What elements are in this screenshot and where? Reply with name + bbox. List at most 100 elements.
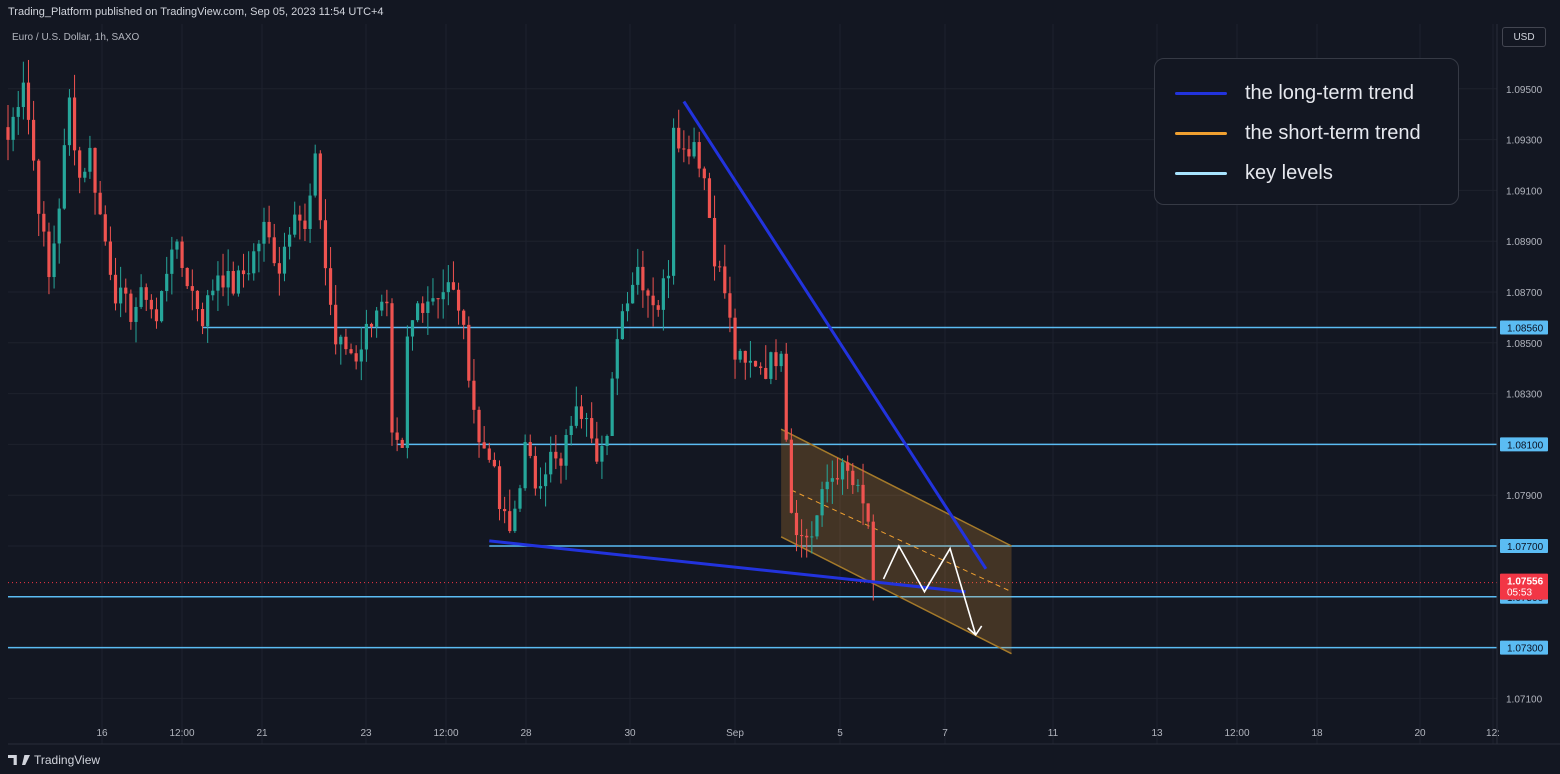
long-term-trend-line xyxy=(489,539,966,594)
key-level-badge xyxy=(1500,320,1548,335)
candle-body xyxy=(518,488,522,509)
price-axis: 1.07100 1.07900 1.08300 1.08500 1.08700 1.089… xyxy=(1496,24,1548,744)
candle-body xyxy=(835,478,840,480)
candle-body xyxy=(395,432,399,440)
candle-body xyxy=(52,243,56,278)
candle-body xyxy=(651,295,655,306)
candle-body xyxy=(323,220,328,269)
footer: TradingView xyxy=(0,746,1560,774)
key-level-badge-label: 1.08100 xyxy=(1507,440,1544,451)
price-tick-label: 1.08500 xyxy=(1506,339,1543,350)
channel-lower-line xyxy=(780,536,1012,655)
time-tick-label: 18 xyxy=(1311,728,1323,739)
candle-body xyxy=(600,445,604,462)
candle-body xyxy=(241,270,246,275)
candle-body xyxy=(400,439,404,448)
candle-body xyxy=(605,435,609,446)
candle-body xyxy=(303,220,307,229)
candle-body xyxy=(149,299,153,310)
candle-body xyxy=(93,147,97,193)
candle-body xyxy=(712,217,717,267)
candle-body xyxy=(180,241,184,268)
candle-body xyxy=(610,378,614,436)
candle-body xyxy=(247,273,251,275)
channel-fill xyxy=(781,429,1012,654)
candle-body xyxy=(16,107,20,117)
candle-body xyxy=(262,221,266,244)
candle-body xyxy=(231,271,235,294)
candle-body xyxy=(503,509,507,512)
short-term-channel xyxy=(780,428,1012,655)
candle-body xyxy=(718,266,722,268)
candle-body xyxy=(753,360,758,367)
candle-body xyxy=(738,350,742,360)
candle-body xyxy=(134,306,138,322)
long-term-trend xyxy=(489,100,988,637)
candle-body xyxy=(139,287,143,307)
key-level-badge-label: 1.08560 xyxy=(1507,324,1544,335)
candle-body xyxy=(564,435,568,466)
projection-path xyxy=(882,544,977,636)
candles xyxy=(6,59,875,601)
candle-body xyxy=(528,442,532,456)
price-tick-label: 1.07100 xyxy=(1506,694,1543,705)
candle-body xyxy=(569,425,573,436)
price-tick-label: 1.09500 xyxy=(1506,85,1543,96)
candle-body xyxy=(784,353,788,440)
legend-label-long-term: the long-term trend xyxy=(1245,82,1414,104)
candle-body xyxy=(672,127,676,276)
candle-body xyxy=(62,145,66,209)
candle-body xyxy=(574,406,578,426)
candle-body xyxy=(11,116,15,140)
candle-body xyxy=(410,320,415,337)
candle-body xyxy=(160,291,164,322)
time-tick-label: 11 xyxy=(1048,728,1059,739)
candle-body xyxy=(559,458,563,466)
candle-body xyxy=(282,246,287,274)
candle-body xyxy=(456,289,461,311)
time-tick-label: Sep xyxy=(726,728,744,739)
publish-text: Trading_Platform published on TradingVie… xyxy=(8,6,384,18)
candle-body xyxy=(318,153,322,221)
time-axis: 16 12:00 21 23 12:00 28 30 Sep 5 7 11 13 12:00 18 20 12… xyxy=(8,728,1560,745)
candle-body xyxy=(170,249,174,274)
candle-body xyxy=(226,271,230,288)
candle-body xyxy=(584,418,589,420)
candle-body xyxy=(631,284,635,304)
candle-body xyxy=(119,287,123,304)
candle-body xyxy=(794,512,799,536)
candle-body xyxy=(861,484,865,504)
legend-swatch-long-term xyxy=(1175,92,1227,95)
candle-body xyxy=(641,266,645,291)
key-levels xyxy=(8,326,1497,649)
candle-body xyxy=(697,142,701,169)
candle-body xyxy=(385,301,389,304)
candle-body xyxy=(743,350,747,363)
candle-body xyxy=(538,486,543,489)
time-tick-label: 20 xyxy=(1414,728,1426,739)
candle-body xyxy=(165,273,169,292)
legend-label-short-term: the short-term trend xyxy=(1245,122,1421,144)
legend-item-long-term: the long-term trend xyxy=(1175,82,1414,105)
tradingview-logo[interactable]: TradingView xyxy=(8,753,100,767)
candle-body xyxy=(636,266,640,285)
time-tick-label: 16 xyxy=(96,728,108,739)
candle-body xyxy=(615,339,619,379)
time-tick-label: 12:00 xyxy=(433,728,458,739)
key-level-badge-label: 1.07300 xyxy=(1507,644,1544,655)
candle-body xyxy=(267,221,271,238)
price-tick-label: 1.09300 xyxy=(1506,136,1543,147)
candle-body xyxy=(88,147,92,172)
candle-body xyxy=(328,268,333,305)
price-tick-label: 1.07900 xyxy=(1506,491,1543,502)
candle-body xyxy=(851,470,855,486)
price-tick-label: 1.09100 xyxy=(1506,186,1543,197)
key-level-badge xyxy=(1500,640,1548,655)
candle-body xyxy=(67,97,72,146)
time-tick-label: 23 xyxy=(360,728,372,739)
candle-body xyxy=(426,301,430,313)
currency-button[interactable]: USD xyxy=(1502,27,1546,47)
candle-body xyxy=(257,243,261,252)
candle-body xyxy=(728,293,732,318)
